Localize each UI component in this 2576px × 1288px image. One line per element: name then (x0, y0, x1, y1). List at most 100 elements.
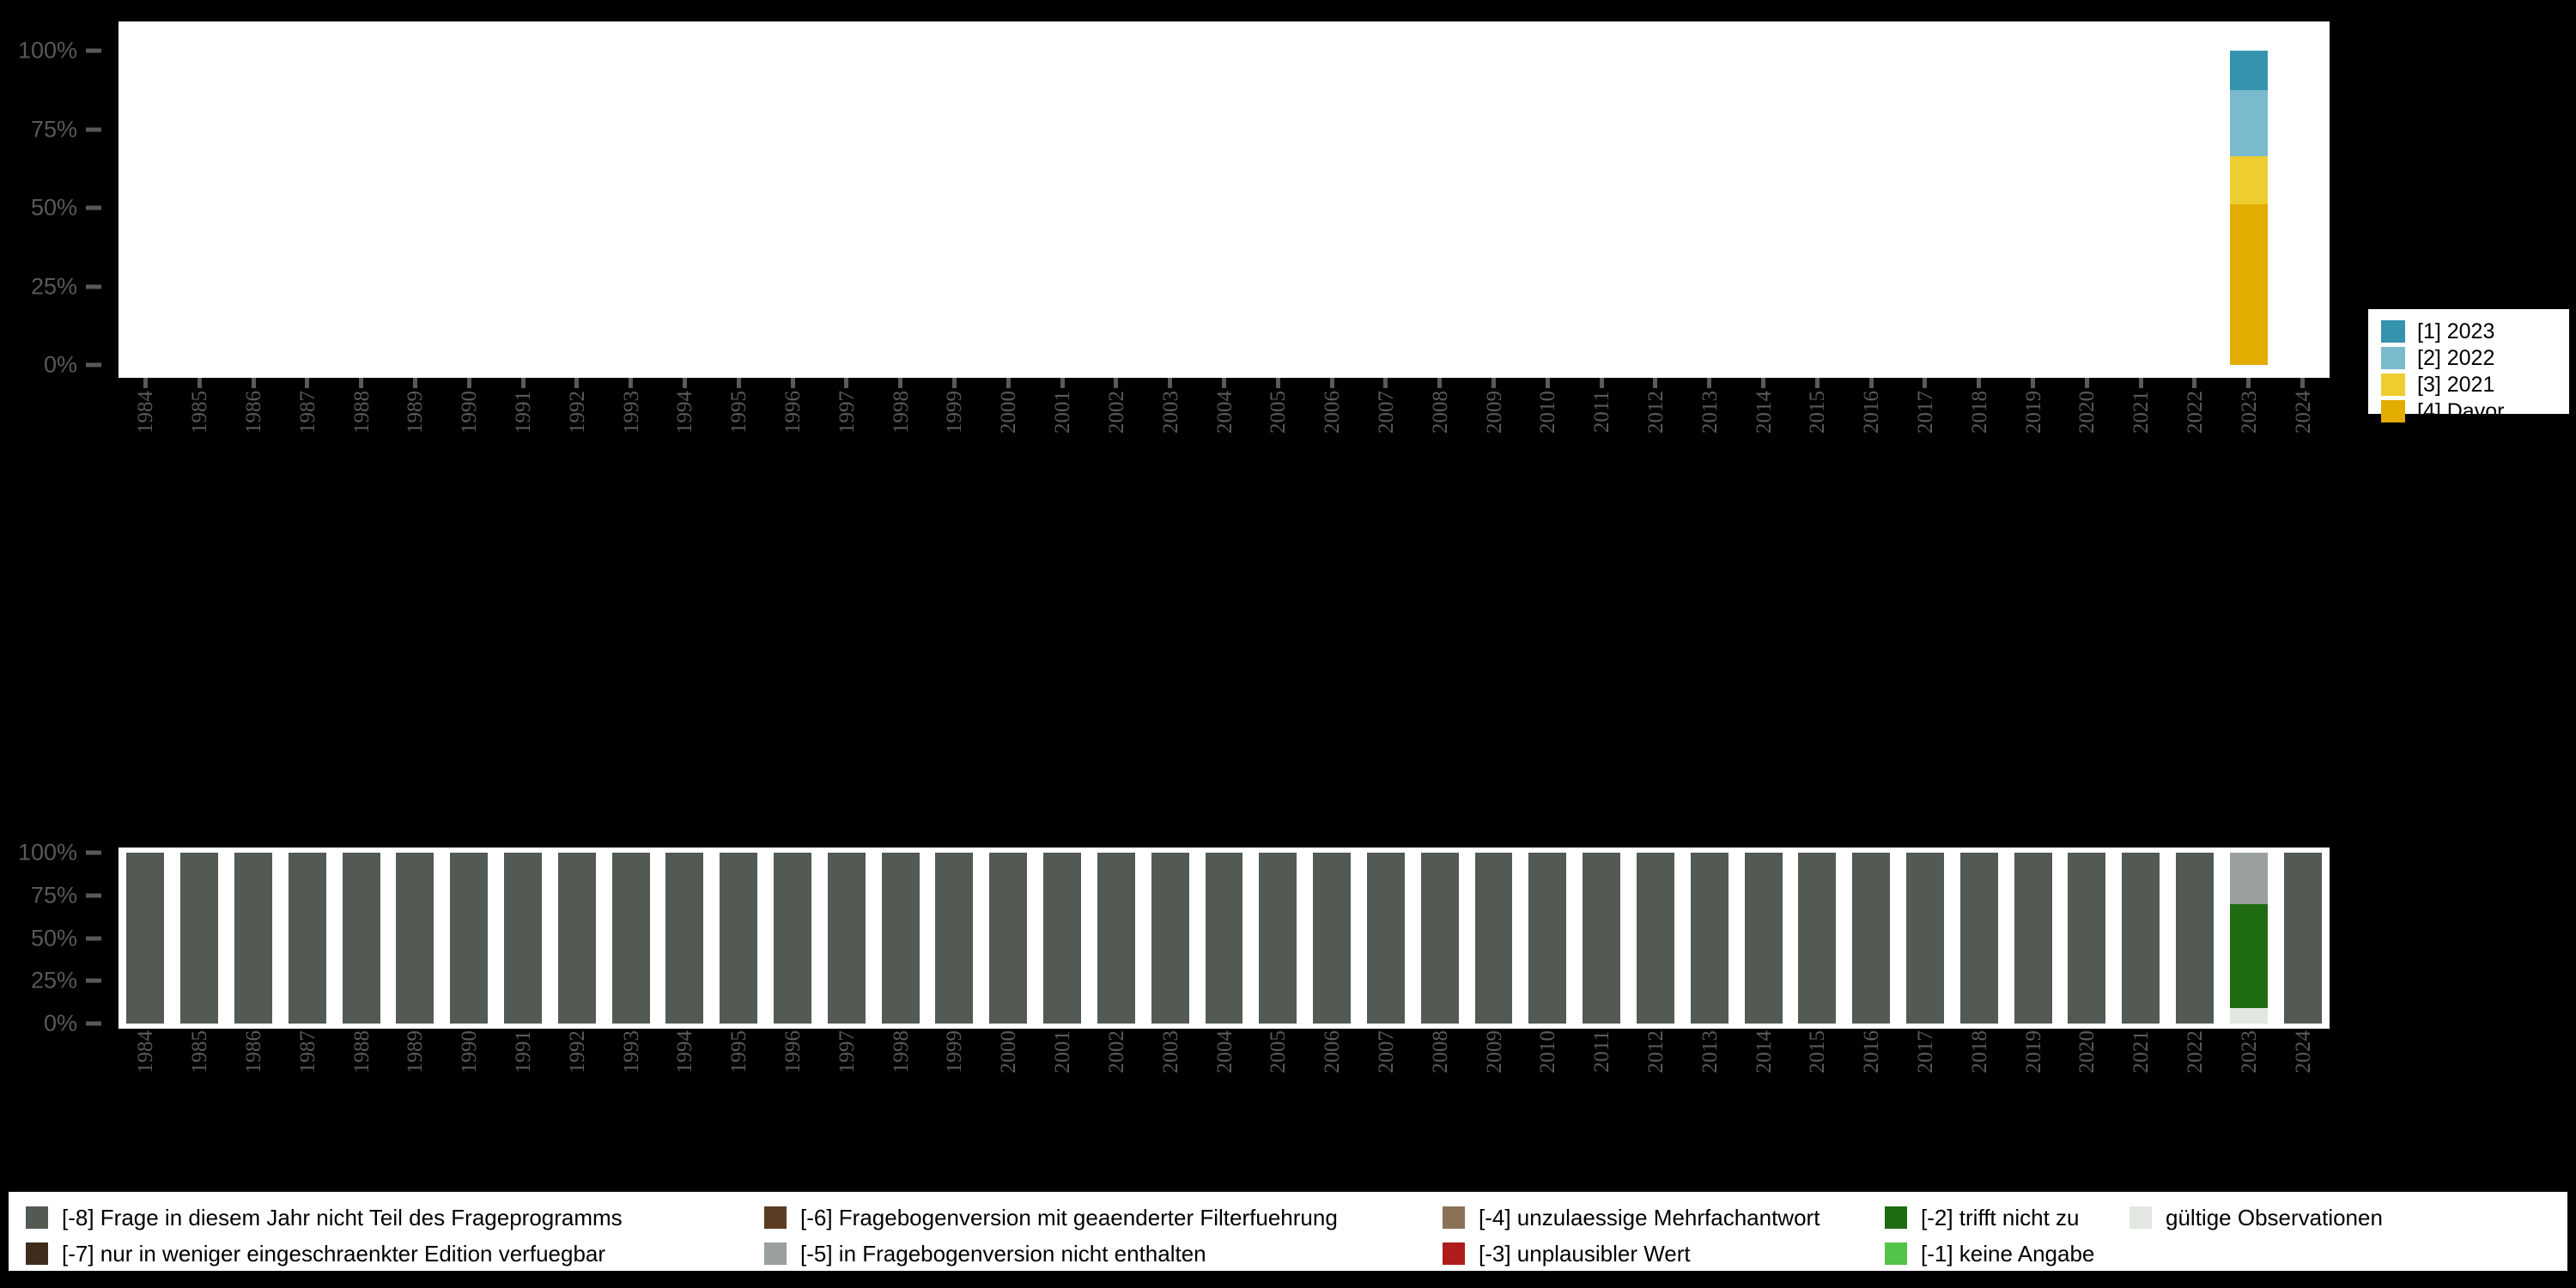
bottom-stacked-bar[interactable] (1583, 853, 1621, 1024)
bottom-stacked-bar[interactable] (1798, 853, 1837, 1024)
bottom-stacked-bar[interactable] (234, 853, 272, 1024)
main-legend-item[interactable]: [2] 2022 (2381, 346, 2494, 370)
bottom-legend-item[interactable]: [-2] trifft nicht zu (1885, 1205, 2079, 1230)
bottom-bar-segment[interactable] (1852, 853, 1891, 1024)
main-legend-item[interactable]: [1] 2023 (2381, 319, 2494, 343)
bottom-bar-segment[interactable] (1528, 853, 1567, 1024)
bottom-bar-segment[interactable] (2229, 1008, 2268, 1024)
bottom-bar-segment[interactable] (1636, 853, 1674, 1024)
bottom-bar-segment[interactable] (1474, 853, 1513, 1024)
bottom-stacked-bar[interactable] (1690, 853, 1728, 1024)
bottom-bar-segment[interactable] (1420, 853, 1459, 1024)
bottom-bar-segment[interactable] (1205, 853, 1243, 1024)
bottom-bar-segment[interactable] (1583, 853, 1621, 1024)
bottom-bar-segment[interactable] (1259, 853, 1297, 1024)
bottom-bar-segment[interactable] (827, 853, 866, 1024)
bottom-stacked-bar[interactable] (611, 853, 650, 1024)
bottom-bar-segment[interactable] (2229, 853, 2268, 904)
bottom-stacked-bar[interactable] (1205, 853, 1243, 1024)
bottom-bar-segment[interactable] (774, 853, 812, 1024)
bottom-stacked-bar[interactable] (1151, 853, 1189, 1024)
bottom-stacked-bar[interactable] (2176, 853, 2214, 1024)
bottom-bar-segment[interactable] (2176, 853, 2214, 1024)
bottom-stacked-bar[interactable] (450, 853, 489, 1024)
bottom-legend-item[interactable]: gültige Observationen (2129, 1205, 2383, 1230)
bottom-legend-item[interactable]: [-6] Fragebogenversion mit geaenderter F… (764, 1205, 1338, 1230)
bottom-bar-segment[interactable] (1959, 853, 1998, 1024)
bottom-stacked-bar[interactable] (1043, 853, 1082, 1024)
bottom-legend-item[interactable]: [-4] unzulaessige Mehrfachantwort (1443, 1205, 1820, 1230)
bottom-bar-segment[interactable] (1313, 853, 1352, 1024)
bottom-bar-segment[interactable] (2068, 853, 2106, 1024)
bottom-stacked-bar[interactable] (557, 853, 596, 1024)
bottom-stacked-bar[interactable] (288, 853, 326, 1024)
bottom-bar-segment[interactable] (935, 853, 974, 1024)
bottom-stacked-bar[interactable] (2014, 853, 2052, 1024)
bottom-stacked-bar[interactable] (1313, 853, 1352, 1024)
bottom-bar-segment[interactable] (1043, 853, 1082, 1024)
bottom-bar-segment[interactable] (504, 853, 542, 1024)
bottom-bar-segment[interactable] (989, 853, 1028, 1024)
bottom-stacked-bar[interactable] (1097, 853, 1135, 1024)
bottom-legend-item[interactable]: [-1] keine Angabe (1885, 1241, 2094, 1267)
main-bar-segment[interactable] (2229, 51, 2268, 91)
bottom-bar-segment[interactable] (720, 853, 758, 1024)
bottom-stacked-bar[interactable] (1528, 853, 1567, 1024)
bottom-bar-segment[interactable] (611, 853, 650, 1024)
bottom-stacked-bar[interactable] (504, 853, 542, 1024)
bottom-stacked-bar[interactable] (2229, 853, 2268, 1024)
bottom-stacked-bar[interactable] (342, 853, 380, 1024)
bottom-bar-segment[interactable] (2014, 853, 2052, 1024)
main-stacked-bar[interactable] (2229, 51, 2268, 365)
main-legend-item[interactable]: [4] Davor (2381, 399, 2504, 423)
bottom-stacked-bar[interactable] (2068, 853, 2106, 1024)
bottom-stacked-bar[interactable] (774, 853, 812, 1024)
bottom-stacked-bar[interactable] (1474, 853, 1513, 1024)
bottom-bar-segment[interactable] (288, 853, 326, 1024)
main-bar-segment[interactable] (2229, 155, 2268, 204)
bottom-bar-segment[interactable] (2122, 853, 2160, 1024)
bottom-bar-segment[interactable] (234, 853, 272, 1024)
bottom-legend-item[interactable]: [-7] nur in weniger eingeschraenkter Edi… (26, 1241, 605, 1267)
bottom-bar-segment[interactable] (1905, 853, 1944, 1024)
bottom-stacked-bar[interactable] (1259, 853, 1297, 1024)
bottom-stacked-bar[interactable] (827, 853, 866, 1024)
bottom-stacked-bar[interactable] (989, 853, 1028, 1024)
main-legend-item[interactable]: [3] 2021 (2381, 373, 2494, 397)
bottom-stacked-bar[interactable] (180, 853, 219, 1024)
bottom-bar-segment[interactable] (396, 853, 434, 1024)
bottom-stacked-bar[interactable] (1959, 853, 1998, 1024)
bottom-stacked-bar[interactable] (665, 853, 704, 1024)
bottom-stacked-bar[interactable] (720, 853, 758, 1024)
bottom-bar-segment[interactable] (2283, 853, 2322, 1024)
bottom-bar-segment[interactable] (1366, 853, 1405, 1024)
bottom-bar-segment[interactable] (2229, 903, 2268, 1009)
bottom-bar-segment[interactable] (665, 853, 704, 1024)
bottom-stacked-bar[interactable] (2122, 853, 2160, 1024)
bottom-legend-item[interactable]: [-8] Frage in diesem Jahr nicht Teil des… (26, 1205, 623, 1230)
bottom-stacked-bar[interactable] (935, 853, 974, 1024)
bottom-bar-segment[interactable] (1097, 853, 1135, 1024)
bottom-stacked-bar[interactable] (396, 853, 434, 1024)
bottom-bar-segment[interactable] (1798, 853, 1837, 1024)
bottom-bar-segment[interactable] (1690, 853, 1728, 1024)
bottom-bar-segment[interactable] (450, 853, 489, 1024)
bottom-bar-segment[interactable] (557, 853, 596, 1024)
bottom-bar-segment[interactable] (342, 853, 380, 1024)
main-bar-segment[interactable] (2229, 90, 2268, 156)
bottom-stacked-bar[interactable] (1905, 853, 1944, 1024)
bottom-bar-segment[interactable] (881, 853, 920, 1024)
bottom-stacked-bar[interactable] (881, 853, 920, 1024)
bottom-stacked-bar[interactable] (1636, 853, 1674, 1024)
bottom-bar-segment[interactable] (180, 853, 219, 1024)
bottom-bar-segment[interactable] (1151, 853, 1189, 1024)
bottom-stacked-bar[interactable] (1420, 853, 1459, 1024)
bottom-bar-segment[interactable] (126, 853, 165, 1024)
bottom-stacked-bar[interactable] (126, 853, 165, 1024)
bottom-legend-item[interactable]: [-5] in Fragebogenversion nicht enthalte… (764, 1241, 1206, 1267)
main-bar-segment[interactable] (2229, 204, 2268, 365)
bottom-stacked-bar[interactable] (1366, 853, 1405, 1024)
bottom-stacked-bar[interactable] (1852, 853, 1891, 1024)
bottom-legend-item[interactable]: [-3] unplausibler Wert (1443, 1241, 1691, 1267)
bottom-stacked-bar[interactable] (2283, 853, 2322, 1024)
